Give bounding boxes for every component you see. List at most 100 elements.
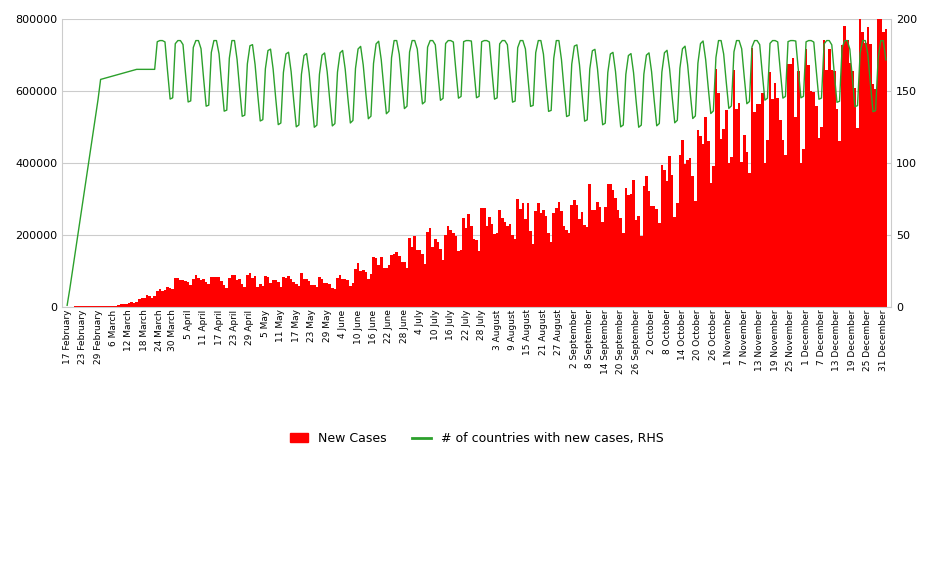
Bar <box>380 258 382 307</box>
Bar <box>205 282 208 307</box>
Bar <box>468 214 470 307</box>
Bar <box>610 184 611 307</box>
Bar <box>398 256 401 307</box>
Bar <box>316 287 318 307</box>
Bar <box>321 279 323 307</box>
Bar <box>138 299 141 307</box>
Bar <box>473 239 475 307</box>
Bar <box>130 302 132 307</box>
Bar <box>171 289 174 307</box>
Bar <box>210 277 212 307</box>
Bar <box>696 130 699 307</box>
Bar <box>854 88 857 307</box>
Bar <box>730 157 733 307</box>
Bar <box>686 161 689 307</box>
Bar <box>228 278 230 307</box>
Bar <box>813 92 816 307</box>
Bar <box>295 284 297 307</box>
Bar <box>382 269 385 307</box>
Bar <box>318 277 321 307</box>
Bar <box>262 286 264 307</box>
Bar <box>488 217 490 307</box>
Bar <box>614 198 617 307</box>
Bar <box>267 277 269 307</box>
Bar <box>573 200 576 307</box>
Bar <box>290 278 293 307</box>
Bar <box>308 281 310 307</box>
Bar <box>421 254 424 307</box>
Bar <box>182 280 185 307</box>
Bar <box>712 166 715 307</box>
Bar <box>617 211 620 307</box>
Bar <box>857 128 858 307</box>
Bar <box>581 212 583 307</box>
Bar <box>810 91 813 307</box>
Bar <box>256 286 259 307</box>
Bar <box>624 188 627 307</box>
Bar <box>820 127 823 307</box>
Bar <box>483 208 486 307</box>
Bar <box>544 216 547 307</box>
Bar <box>223 285 226 307</box>
Bar <box>583 225 586 307</box>
Bar <box>362 270 364 307</box>
Bar <box>761 93 763 307</box>
Bar <box>185 281 186 307</box>
Bar <box>328 284 331 307</box>
Bar <box>816 106 817 307</box>
Bar <box>725 110 728 307</box>
Bar <box>336 278 338 307</box>
Bar <box>411 247 414 307</box>
Bar <box>490 224 493 307</box>
Bar <box>274 280 277 307</box>
Bar <box>458 251 459 307</box>
Bar <box>141 298 144 307</box>
Bar <box>280 287 282 307</box>
Bar <box>122 304 125 307</box>
Bar <box>442 260 445 307</box>
Bar <box>720 138 722 307</box>
Bar <box>259 284 262 307</box>
Bar <box>607 184 610 307</box>
Bar <box>527 203 529 307</box>
Bar <box>532 243 534 307</box>
Bar <box>823 40 826 307</box>
Bar <box>807 65 810 307</box>
Bar <box>310 285 313 307</box>
Bar <box>277 282 280 307</box>
Bar <box>151 298 154 307</box>
Bar <box>678 155 681 307</box>
Bar <box>125 304 128 307</box>
Bar <box>107 306 110 307</box>
Bar <box>212 277 215 307</box>
Bar <box>738 103 740 307</box>
Bar <box>743 135 746 307</box>
Bar <box>651 206 652 307</box>
Bar <box>756 104 759 307</box>
Bar <box>434 239 436 307</box>
Bar <box>772 99 774 307</box>
Bar <box>331 288 334 307</box>
Bar <box>297 286 300 307</box>
Bar <box>797 71 800 307</box>
Bar <box>804 49 807 307</box>
Bar <box>705 117 707 307</box>
Bar <box>668 156 671 307</box>
Bar <box>817 138 820 307</box>
Bar <box>570 205 573 307</box>
Bar <box>293 282 295 307</box>
Bar <box>563 226 566 307</box>
Bar <box>594 210 596 307</box>
Bar <box>254 277 256 307</box>
Bar <box>480 208 483 307</box>
Bar <box>391 255 392 307</box>
Bar <box>699 137 702 307</box>
Bar <box>550 242 553 307</box>
Bar <box>858 5 861 307</box>
Bar <box>846 40 848 307</box>
Bar <box>313 285 316 307</box>
Bar <box>833 71 836 307</box>
Bar <box>199 280 202 307</box>
Bar <box>707 141 709 307</box>
Bar <box>750 48 753 307</box>
